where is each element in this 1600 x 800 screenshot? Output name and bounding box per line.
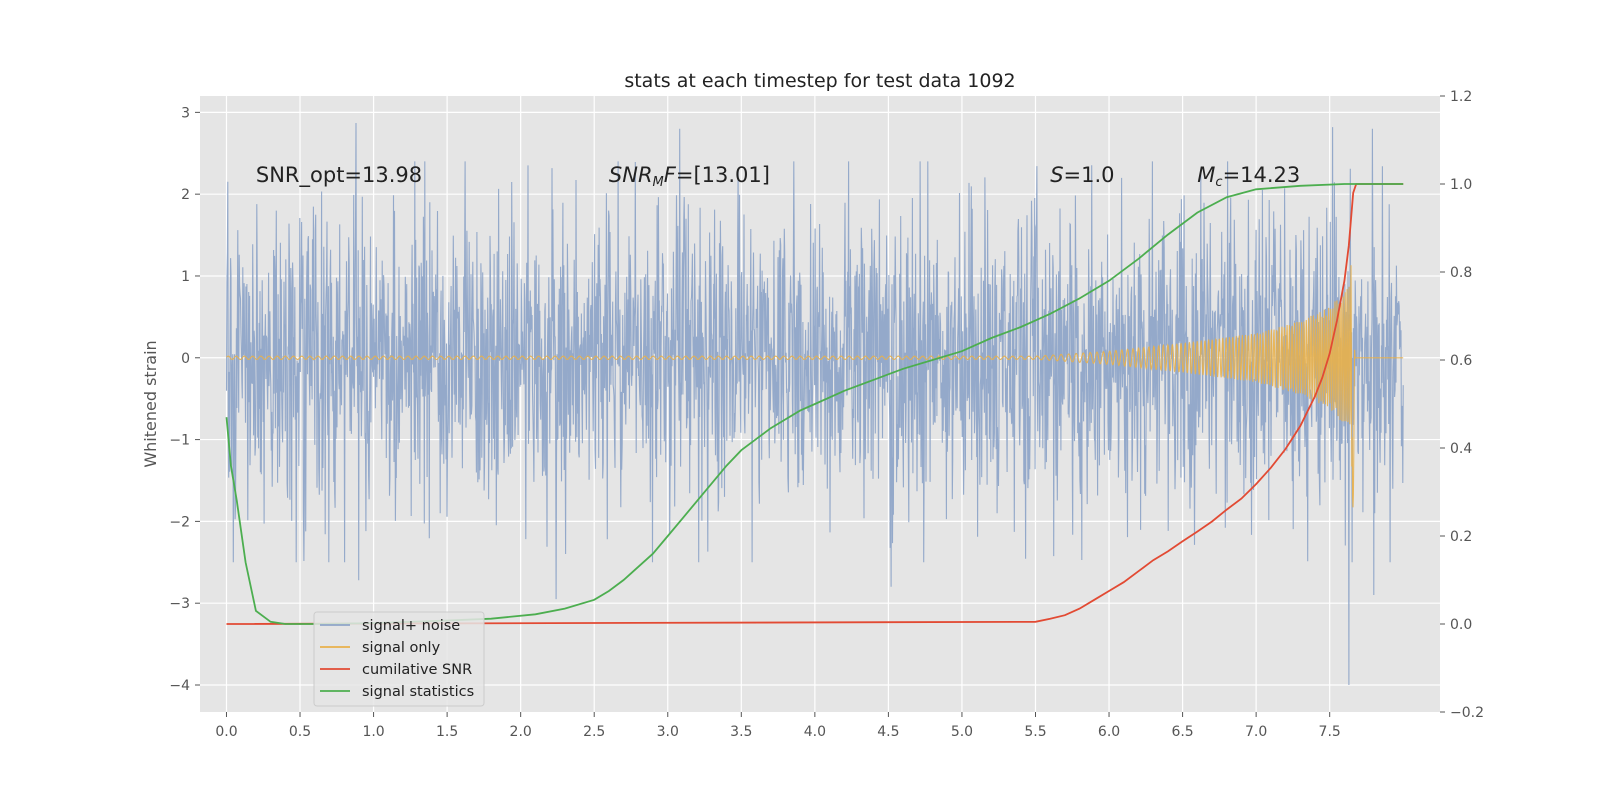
x-tick-label: 0.0 — [215, 724, 237, 740]
y-tick-label: −3 — [169, 596, 190, 612]
signal-only-series — [226, 265, 1404, 508]
series-signal-noise — [225, 122, 1404, 686]
y2-tick-label: 0.4 — [1450, 441, 1472, 457]
y2-tick-label: 0.0 — [1450, 617, 1472, 633]
x-tick-label: 7.0 — [1245, 724, 1267, 740]
x-tick-label: 3.0 — [657, 724, 679, 740]
annotation-text: Mc=14.23 — [1197, 163, 1300, 190]
y-tick-label: 0 — [181, 351, 190, 367]
y2-tick-label: 0.8 — [1450, 265, 1472, 281]
x-tick-label: 2.0 — [510, 724, 532, 740]
x-tick-label: 5.0 — [951, 724, 973, 740]
y-tick-label: −4 — [169, 678, 190, 694]
x-tick-label: 4.0 — [804, 724, 826, 740]
y-tick-label: −1 — [169, 433, 190, 449]
noise-series — [225, 122, 1404, 686]
chart-title: stats at each timestep for test data 109… — [624, 70, 1015, 92]
right-y-axis-ticks: −0.2 0.0 0.2 0.4 0.6 0.8 1.0 1.2 — [1440, 89, 1484, 721]
x-tick-label: 5.5 — [1024, 724, 1046, 740]
legend: signal+ noise signal only cumilative SNR si… — [313, 611, 485, 707]
annotations: SNR_opt=13.98 SNRMF=[13.01] S=1.0 Mc=14.23 — [256, 163, 1300, 190]
y-tick-label: −2 — [169, 514, 190, 530]
x-tick-label: 2.5 — [583, 724, 605, 740]
legend-label: signal statistics — [362, 684, 474, 700]
x-tick-label: 4.5 — [877, 724, 899, 740]
y-tick-label: 1 — [181, 269, 190, 285]
legend-label: signal+ noise — [362, 618, 460, 634]
annotation-text: SNR_opt=13.98 — [256, 163, 422, 188]
legend-label: signal only — [362, 640, 441, 656]
x-tick-label: 7.5 — [1319, 724, 1341, 740]
legend-label: cumilative SNR — [362, 662, 472, 678]
annotation-text: S=1.0 — [1050, 163, 1114, 187]
x-tick-label: 6.5 — [1171, 724, 1193, 740]
x-axis-ticks: 0.0 0.5 1.0 1.5 2.0 2.5 3.0 3.5 4.0 4.5 5.0 5.5 6.0 6… — [215, 712, 1341, 740]
x-tick-label: 3.5 — [730, 724, 752, 740]
legend-box — [313, 611, 485, 707]
y2-tick-label: 0.6 — [1450, 353, 1472, 369]
series-signal-only — [226, 265, 1404, 508]
y-axis-label: Whitened strain — [141, 340, 160, 467]
x-tick-label: 1.5 — [436, 724, 458, 740]
y2-tick-label: 0.2 — [1450, 529, 1472, 545]
left-y-axis-ticks: −4 −3 −2 −1 0 1 2 3 — [169, 105, 200, 694]
annotation-text: SNRMF=[13.01] — [609, 163, 770, 190]
y-tick-label: 3 — [181, 105, 190, 121]
x-tick-label: 6.0 — [1098, 724, 1120, 740]
series-cumilative-snr — [226, 183, 1404, 625]
x-tick-label: 0.5 — [289, 724, 311, 740]
y2-tick-label: 1.2 — [1450, 89, 1472, 105]
y2-tick-label: −0.2 — [1450, 705, 1484, 721]
y2-tick-label: 1.0 — [1450, 177, 1472, 193]
x-tick-label: 1.0 — [362, 724, 384, 740]
y-tick-label: 2 — [181, 187, 190, 203]
